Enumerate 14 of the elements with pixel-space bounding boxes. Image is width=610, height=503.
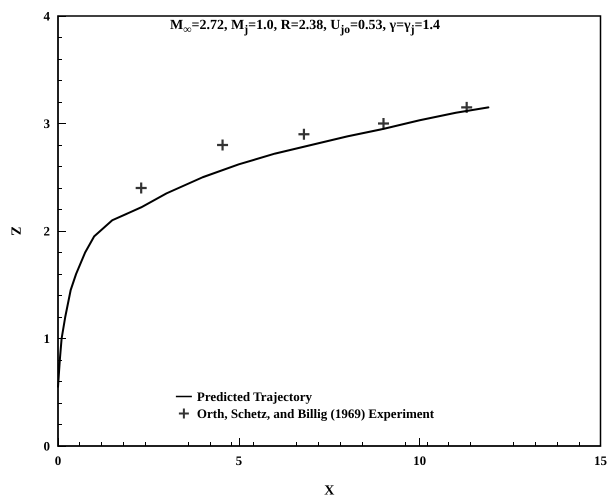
x-tick-label: 0	[54, 453, 62, 468]
x-tick-label: 5	[236, 453, 243, 468]
chart-title: M$_{∞}$=2.72, M$_{j}$=1.0, R=2.38, U$_{jo}$=0.53, γ=γ$_{j}$=1.4	[170, 18, 440, 36]
x-tick-label: 15	[594, 453, 608, 468]
legend-label: Orth, Schetz, and Billig (1969) Experiment	[196, 406, 435, 421]
x-axis-title: X	[324, 484, 334, 498]
y-tick-label: 0	[44, 438, 50, 454]
legend-label: Predicted Trajectory	[196, 389, 313, 404]
y-axis-title: Z	[8, 226, 22, 236]
y-tick-label: 1	[44, 331, 50, 346]
x-tick-label: 10	[413, 453, 426, 468]
y-tick-label: 4	[44, 8, 50, 24]
y-tick-label: 3	[44, 116, 50, 131]
y-tick-label: 2	[44, 224, 50, 238]
